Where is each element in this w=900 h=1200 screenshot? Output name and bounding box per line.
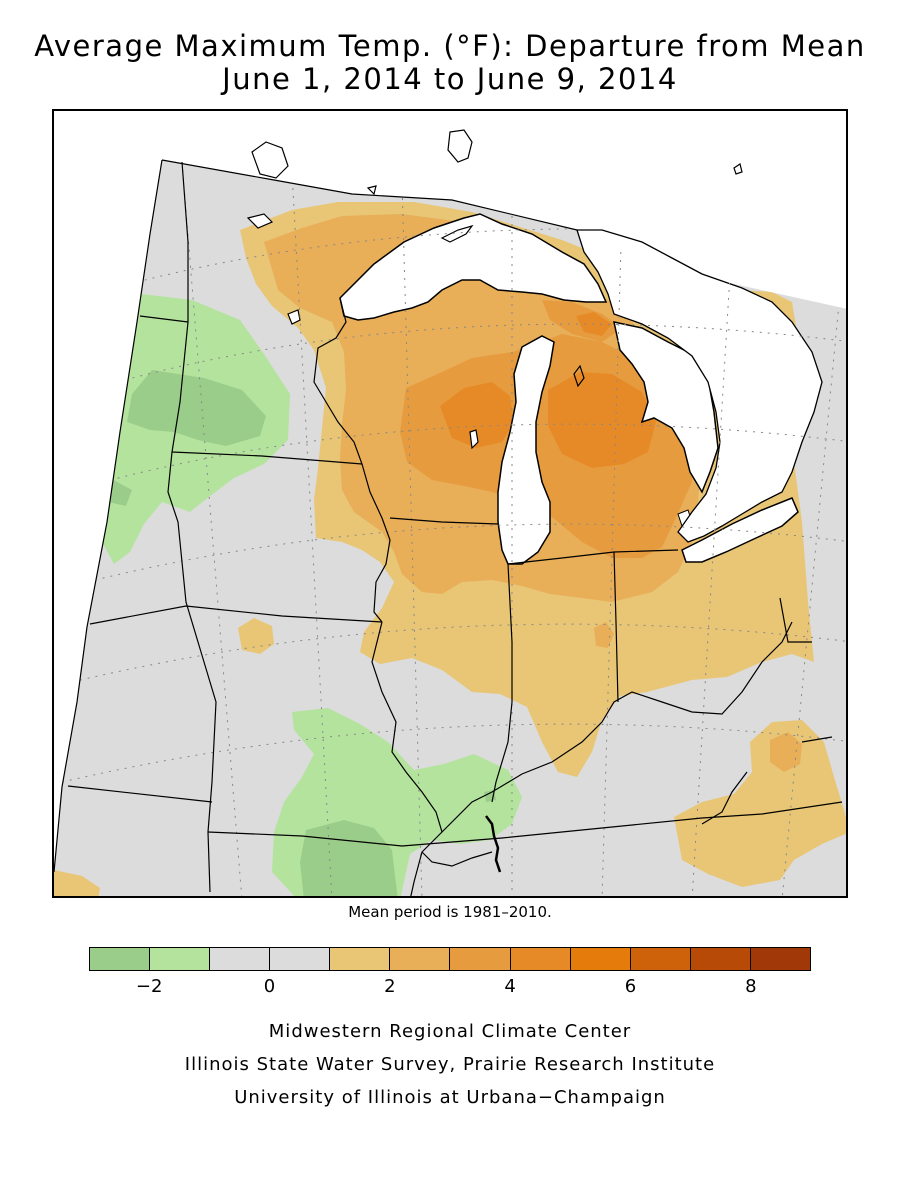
legend-tick-label: −2 xyxy=(135,976,163,997)
beaver-island xyxy=(573,364,585,388)
cool-anomaly-west-core xyxy=(127,370,266,446)
warm-anomaly-level2-ohio xyxy=(594,622,614,648)
legend-swatch xyxy=(510,948,571,970)
legend-swatch xyxy=(150,948,211,970)
legend-swatch xyxy=(750,948,810,970)
isle-royale xyxy=(440,224,474,243)
cool-anomaly-west-core2 xyxy=(108,478,132,506)
upper-red-lake xyxy=(246,213,274,229)
warm-anomaly-iowa-spot xyxy=(238,618,274,654)
legend-swatch xyxy=(90,948,151,970)
warm-anomaly-southwest-corner xyxy=(54,870,100,896)
cool-anomaly-south-core xyxy=(300,820,398,896)
lake-superior xyxy=(339,213,608,321)
map-title: Average Maximum Temp. (°F): Departure fr… xyxy=(34,29,866,63)
warm-anomaly-southeast xyxy=(674,720,846,887)
credit-line-2: Illinois State Water Survey, Prairie Res… xyxy=(184,1054,716,1075)
warm-anomaly-level2-kentucky xyxy=(770,732,802,772)
lake-nipigon xyxy=(447,129,473,163)
mean-period-note: Mean period is 1981–2010. xyxy=(348,903,552,921)
small-lake-east xyxy=(733,163,743,175)
warm-anomaly-level4-wisconsin xyxy=(440,382,514,448)
state-boundaries xyxy=(54,159,843,896)
map-date-range: June 1, 2014 to June 9, 2014 xyxy=(222,62,678,96)
legend-swatch xyxy=(270,948,331,970)
credit-line-3: University of Illinois at Urbana−Champai… xyxy=(234,1087,666,1108)
legend-swatch xyxy=(450,948,511,970)
departure-map xyxy=(54,129,846,896)
canada-land xyxy=(576,229,823,543)
mille-lacs xyxy=(287,309,301,325)
legend-tick-label: 4 xyxy=(504,976,516,997)
legend-swatch xyxy=(330,948,391,970)
legend-tick-label: 0 xyxy=(263,976,276,997)
map-panel xyxy=(52,109,848,898)
legend-swatch xyxy=(630,948,691,970)
lake-erie xyxy=(681,497,799,563)
legend-swatch xyxy=(210,948,271,970)
legend-swatch xyxy=(390,948,451,970)
warm-anomaly-level4-mackinac xyxy=(576,312,612,336)
color-legend xyxy=(89,947,811,971)
legend-swatch xyxy=(570,948,631,970)
legend-tick-label: 6 xyxy=(624,976,637,997)
green-bay-island xyxy=(469,429,479,450)
small-lake-north xyxy=(366,185,377,196)
lake-michigan xyxy=(497,335,555,565)
graticule xyxy=(61,161,846,896)
lake-of-the-woods xyxy=(251,141,289,179)
mississippi-river xyxy=(485,815,502,873)
legend-tick-label: 8 xyxy=(745,976,757,997)
legend-tick-label: 2 xyxy=(384,976,396,997)
credit-line-1: Midwestern Regional Climate Center xyxy=(268,1021,632,1042)
legend-swatch xyxy=(690,948,751,970)
warm-anomaly-level4-michigan xyxy=(548,372,656,468)
